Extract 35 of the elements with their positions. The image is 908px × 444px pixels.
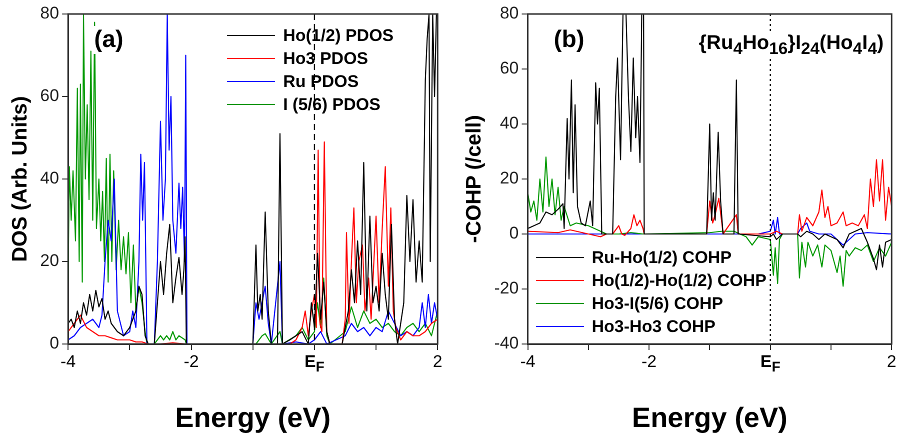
legend-label: Ho3 PDOS <box>283 48 368 70</box>
y-tick-label: 0 <box>50 334 60 353</box>
annotation: (b) <box>552 26 586 54</box>
legend-label: Ru PDOS <box>283 71 359 93</box>
y-tick-label: 80 <box>40 4 60 23</box>
x-tick-label: -2 <box>641 352 657 372</box>
y-tick-label: 0 <box>509 224 519 243</box>
x-axis-title: Energy (eV) <box>175 402 331 433</box>
y-tick-label: 40 <box>500 114 519 133</box>
x-tick-label: 2 <box>432 352 442 372</box>
legend-label: Ho3-I(5/6) COHP <box>592 293 724 315</box>
y-axis-title: -COHP (/cell) <box>462 115 486 243</box>
y-tick-label: 20 <box>40 251 60 270</box>
x-tick-label: 2 <box>886 352 896 372</box>
y-tick-label: 60 <box>500 58 519 78</box>
x-tick-label: E$_{F}$ <box>304 352 324 376</box>
annotation: (a) <box>92 26 126 54</box>
text: {Ru$_{4}$Ho$_{16}$}I$_{24}$(Ho$_{4}$I$_{4}$) <box>698 32 884 58</box>
y-tick-label: 40 <box>40 168 60 188</box>
legend-label: Ho(1/2)-Ho(1/2) COHP <box>592 270 766 292</box>
y-tick-label: -40 <box>494 334 519 353</box>
y-tick-label: -20 <box>494 278 519 298</box>
x-axis-title: Energy (eV) <box>632 402 788 433</box>
legend-label: Ru-Ho(1/2) COHP <box>592 247 732 269</box>
y-axis-title: DOS (Arb. Units) <box>8 96 32 262</box>
legend-label: Ho(1/2) PDOS <box>283 25 394 47</box>
y-tick-label: 80 <box>500 4 519 23</box>
legend-label: I (5/6) PDOS <box>283 94 380 116</box>
x-tick-label: E$_{F}$ <box>760 352 780 376</box>
x-tick-label: -2 <box>184 352 199 372</box>
y-tick-label: 60 <box>40 86 60 106</box>
y-tick-label: 20 <box>500 168 519 188</box>
x-tick-label: -4 <box>520 352 536 372</box>
legend-label: Ho3-Ho3 COHP <box>592 316 716 338</box>
x-tick-label: -4 <box>60 352 76 372</box>
